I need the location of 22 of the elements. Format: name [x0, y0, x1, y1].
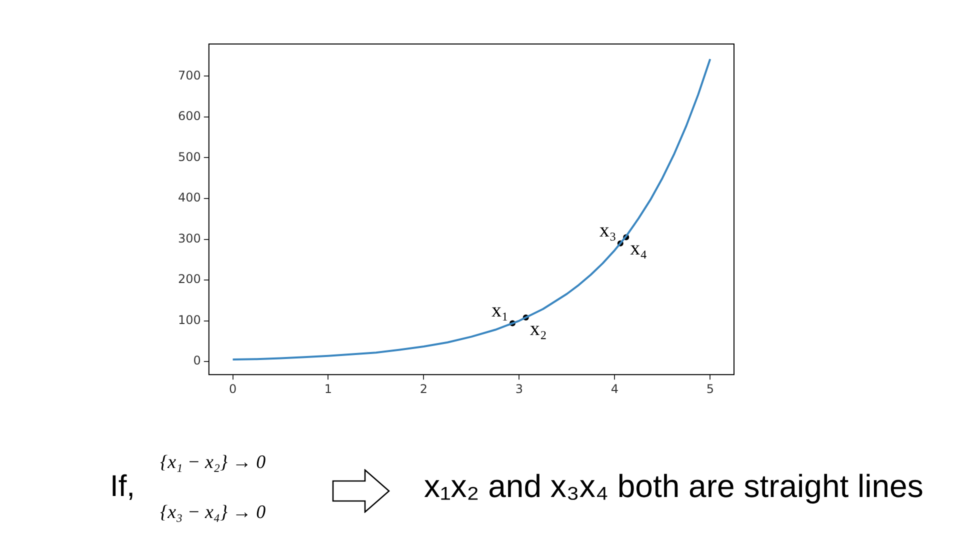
text: {x₃ − x₄} → 0 [160, 502, 266, 524]
text: x₁x₂ and x₃x₄ both are straight lines [424, 468, 924, 505]
text: If, [110, 470, 136, 504]
text: {x₁ − x₂} → 0 [160, 452, 266, 474]
x-tick-label: 3 [515, 382, 524, 396]
annotation: x₄ [630, 237, 648, 260]
x-tick-label: 2 [420, 382, 428, 396]
y-tick-label: 0 [193, 354, 201, 368]
annotation: x₂ [530, 318, 547, 340]
x-tick-label: 1 [324, 382, 332, 396]
y-tick-label: 700 [178, 68, 201, 82]
x-tick-label: 4 [610, 382, 618, 396]
x-tick-label: 5 [706, 382, 714, 396]
y-tick-label: 100 [178, 312, 201, 327]
y-tick-label: 500 [178, 150, 201, 164]
annotation: x₃ [599, 220, 616, 242]
y-tick-label: 600 [178, 109, 201, 124]
y-tick-label: 300 [178, 231, 201, 246]
annotation: x₁ [492, 299, 509, 322]
y-tick-label: 400 [178, 190, 201, 205]
y-tick-label: 200 [178, 272, 201, 286]
x-tick-label: 0 [228, 382, 237, 396]
